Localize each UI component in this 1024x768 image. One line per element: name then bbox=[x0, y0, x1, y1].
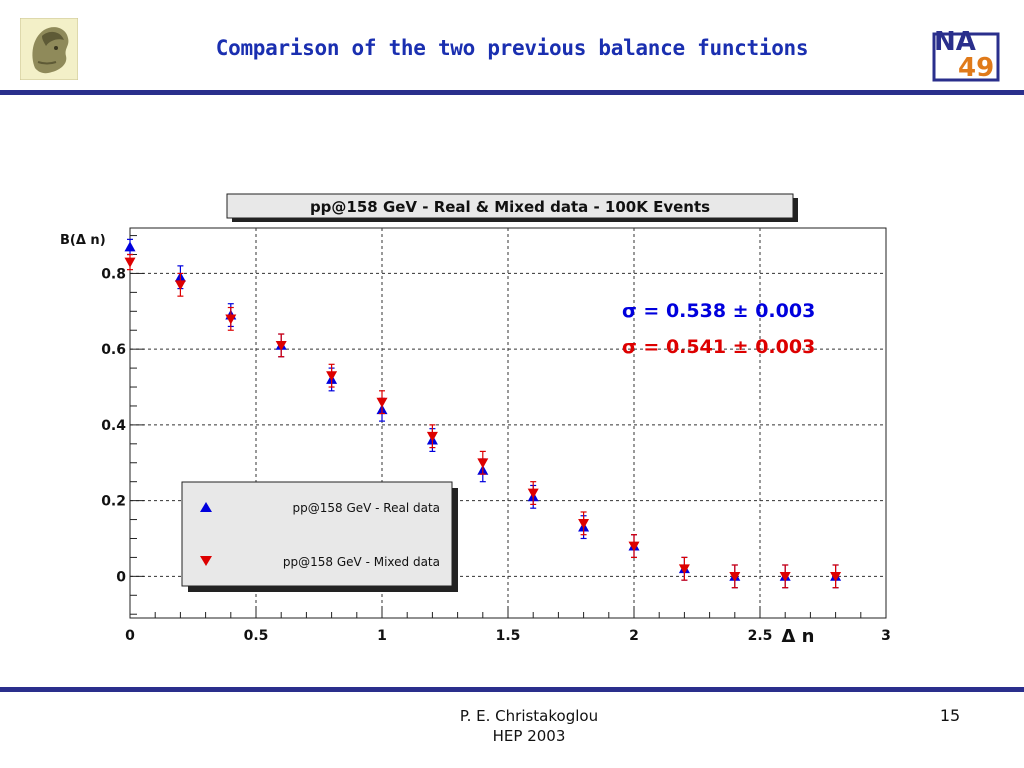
y-tick-labels: 0 0.2 0.4 0.6 0.8 bbox=[101, 266, 126, 585]
mixed-data-point bbox=[326, 371, 338, 382]
mixed-data-point bbox=[628, 541, 640, 552]
y-tick-label: 0.4 bbox=[101, 418, 126, 434]
chart-title: pp@158 GeV - Real & Mixed data - 100K Ev… bbox=[310, 198, 710, 216]
y-axis-label: B(Δ n) bbox=[60, 233, 106, 248]
footer-rule bbox=[0, 687, 1024, 692]
legend-real-label: pp@158 GeV - Real data bbox=[292, 501, 440, 515]
real-data-point bbox=[124, 241, 136, 252]
mixed-data-point bbox=[426, 431, 438, 442]
y-tick-label: 0.2 bbox=[101, 494, 126, 510]
y-tick-label: 0 bbox=[116, 569, 126, 585]
page-number: 15 bbox=[939, 706, 961, 725]
series-marks bbox=[124, 238, 842, 589]
sigma-mixed-annotation: σ = 0.541 ± 0.003 bbox=[622, 336, 815, 358]
x-tick-label: 1.5 bbox=[496, 628, 521, 644]
footer-author: P. E. Christakoglou bbox=[459, 707, 599, 725]
mixed-data-point bbox=[830, 571, 842, 582]
legend-mixed-marker bbox=[200, 556, 212, 566]
footer-event: HEP 2003 bbox=[492, 727, 566, 745]
mixed-data-point bbox=[678, 564, 690, 575]
legend-mixed-label: pp@158 GeV - Mixed data bbox=[283, 555, 440, 569]
chart-title-box bbox=[226, 193, 794, 219]
slide-title: Comparison of the two previous balance f… bbox=[215, 36, 809, 60]
footer-author-block: P. E. Christakoglou HEP 2003 bbox=[400, 706, 658, 746]
mixed-data-point bbox=[124, 257, 136, 268]
mixed-data-point bbox=[225, 314, 237, 325]
na49-logo-bottom-text: 49 bbox=[958, 53, 994, 82]
mixed-data-point bbox=[275, 340, 287, 351]
na49-logo-top-text: NA bbox=[934, 27, 976, 57]
header-rule bbox=[0, 90, 1024, 95]
mixed-data-point bbox=[729, 571, 741, 582]
y-tick-label: 0.6 bbox=[101, 342, 126, 358]
x-tick-label: 0.5 bbox=[244, 628, 269, 644]
y-tick-label: 0.8 bbox=[101, 266, 126, 282]
x-tick-labels: 0 0.5 1 1.5 2 2.5 3 bbox=[125, 628, 891, 644]
legend-real-marker bbox=[200, 502, 212, 512]
sigma-real-annotation: σ = 0.538 ± 0.003 bbox=[622, 300, 815, 322]
x-tick-label: 2.5 bbox=[748, 628, 773, 644]
legend-box bbox=[181, 481, 453, 587]
na49-logo: NA 49 bbox=[930, 20, 1002, 83]
mixed-data-point bbox=[174, 280, 186, 291]
mixed-data-point bbox=[477, 458, 489, 469]
x-tick-label: 1 bbox=[377, 628, 387, 644]
mixed-data-point bbox=[578, 518, 590, 529]
x-tick-label: 0 bbox=[125, 628, 135, 644]
mixed-data-point bbox=[779, 571, 791, 582]
mixed-data-point bbox=[527, 488, 539, 499]
mixed-data-point bbox=[376, 397, 388, 408]
x-tick-label: 3 bbox=[881, 628, 891, 644]
x-tick-label: 2 bbox=[629, 628, 639, 644]
athena-head-icon bbox=[19, 17, 79, 81]
x-axis-label: Δ n bbox=[781, 626, 814, 647]
balance-function-chart: pp@158 GeV - Real & Mixed data - 100K Ev… bbox=[60, 193, 891, 647]
